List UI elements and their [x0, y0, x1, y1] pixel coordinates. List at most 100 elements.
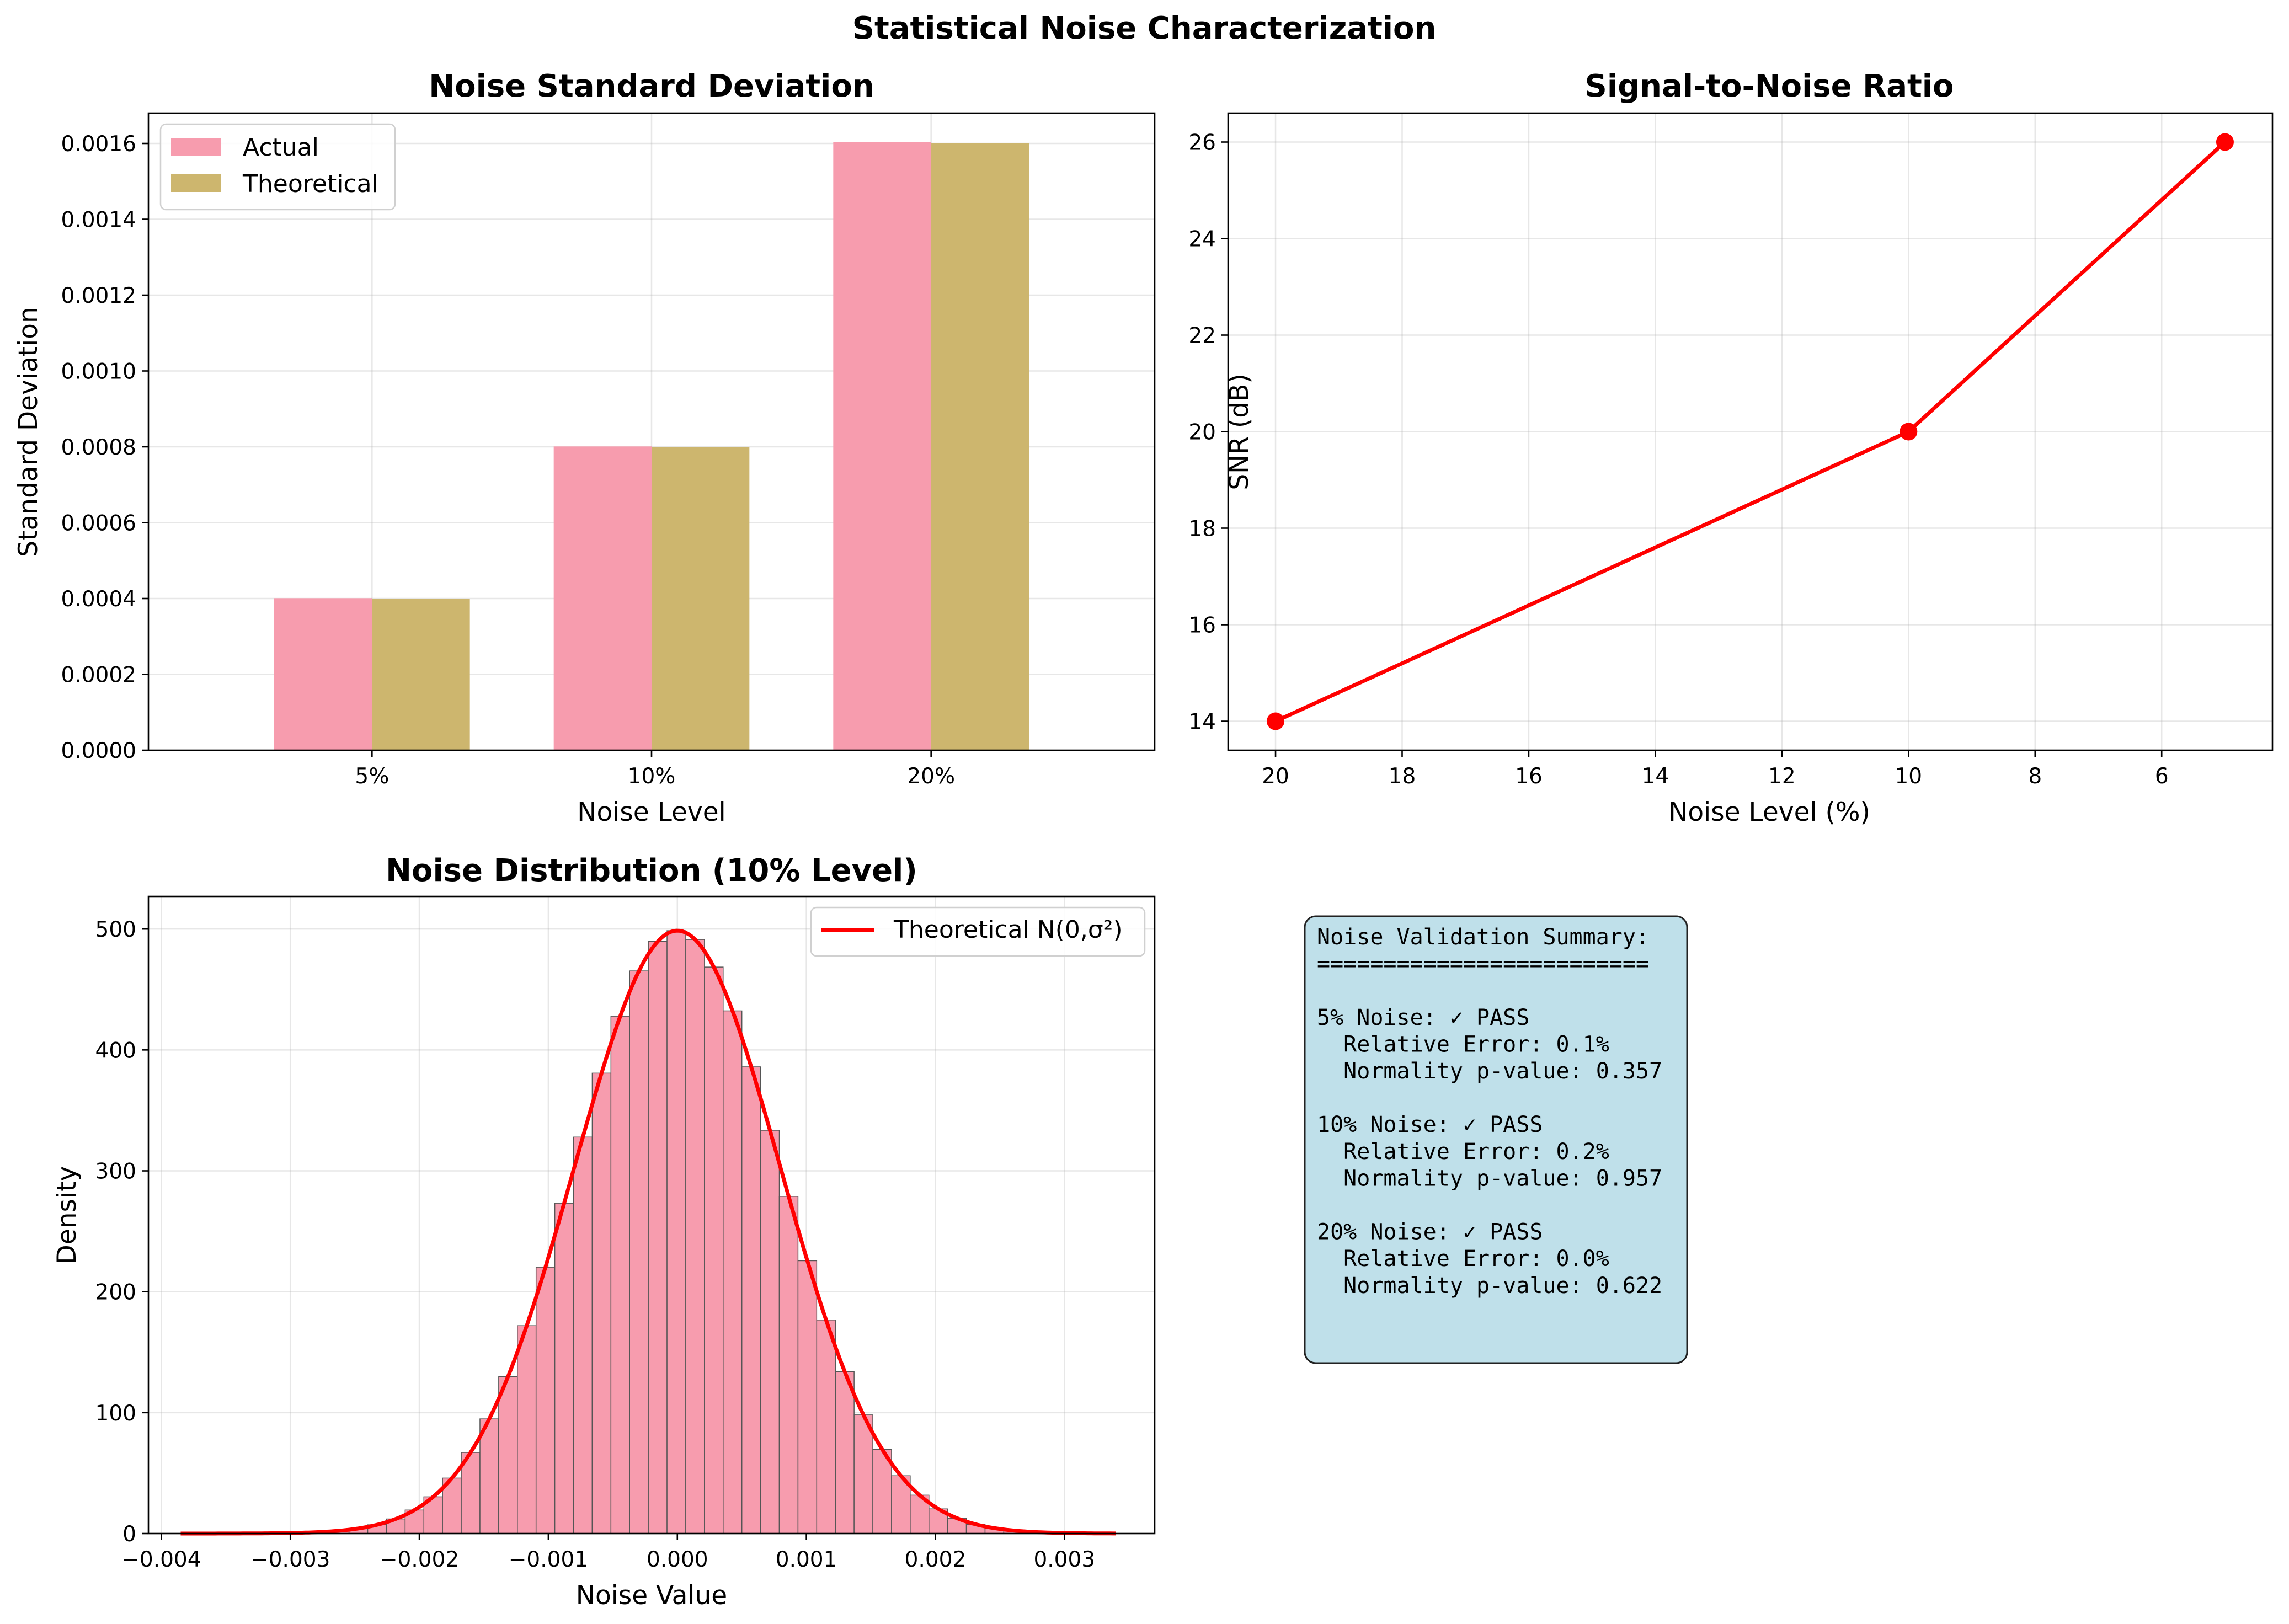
histogram-bin [479, 1418, 499, 1534]
summary-line: Relative Error: 0.0% [1317, 1246, 1609, 1272]
line-chart-ylabel: SNR (dB) [1224, 373, 1255, 490]
line-chart-xtick-label: 16 [1515, 764, 1543, 789]
bar-chart-xtick-label: 10% [628, 764, 676, 789]
line-chart-xtick-label: 12 [1768, 764, 1796, 789]
summary-line: 20% Noise: ✓ PASS [1317, 1220, 1543, 1245]
legend-label-theoretical: Theoretical [242, 170, 378, 198]
bar-theoretical [652, 447, 750, 750]
histogram-bin [835, 1371, 855, 1534]
summary-line: Relative Error: 0.1% [1317, 1032, 1609, 1057]
bar-chart-ytick-label: 0.0006 [61, 511, 136, 536]
histogram-bin [723, 1010, 743, 1534]
snr-point [1900, 423, 1918, 441]
validation-summary-box: Noise Validation Summary:===============… [1304, 915, 1688, 1364]
noise-histogram: Noise Distribution (10% Level) −0.004 −0.… [52, 853, 1156, 1611]
bar-chart-ytick-label: 0.0016 [61, 132, 136, 157]
bar-chart-ytick-label: 0.0014 [61, 208, 136, 233]
bar-chart-xlabel: Noise Level [577, 797, 725, 827]
line-chart-title: Signal-to-Noise Ratio [1585, 68, 1954, 104]
histogram-bin [853, 1414, 873, 1534]
summary-line: ========================= [1317, 952, 1649, 977]
histogram-bin [704, 966, 724, 1534]
line-chart-ytick-label: 26 [1188, 131, 1216, 156]
histogram-title: Noise Distribution (10% Level) [386, 853, 917, 889]
histogram-bin [797, 1260, 818, 1534]
histogram-xtick-label: 0.001 [776, 1547, 837, 1572]
histogram-bin [535, 1267, 556, 1534]
histogram-xtick-label: −0.002 [380, 1547, 459, 1572]
summary-line: Normality p-value: 0.622 [1317, 1273, 1662, 1299]
histogram-ytick-label: 300 [95, 1160, 136, 1184]
summary-line: Relative Error: 0.2% [1317, 1139, 1609, 1164]
line-chart-xtick-label: 6 [2155, 764, 2169, 789]
histogram-xtick-label: 0.003 [1033, 1547, 1095, 1572]
histogram-bin [461, 1452, 481, 1534]
bar-chart-ytick-label: 0.0000 [61, 739, 136, 763]
histogram-xtick-label: 0.000 [647, 1547, 708, 1572]
histogram-xtick-label: 0.002 [905, 1547, 967, 1572]
histogram-ytick-label: 200 [95, 1280, 136, 1305]
histogram-legend: Theoretical N(0,σ²) [810, 906, 1146, 957]
histogram-frame [147, 895, 1156, 1535]
histogram-bin [629, 970, 649, 1534]
bar-chart-title: Noise Standard Deviation [429, 68, 874, 104]
bar-theoretical [931, 143, 1029, 750]
legend-label-curve: Theoretical N(0,σ²) [893, 916, 1123, 944]
histogram-bin [610, 1016, 630, 1534]
summary-line: Normality p-value: 0.957 [1317, 1166, 1662, 1191]
line-chart-frame [1227, 112, 2274, 751]
line-chart-ytick-label: 18 [1188, 517, 1216, 542]
line-chart-ytick-label: 14 [1188, 710, 1216, 735]
snr-point [1267, 712, 1285, 730]
legend-swatch-actual [171, 138, 221, 156]
summary-line: 5% Noise: ✓ PASS [1317, 1005, 1529, 1030]
bar-actual [274, 598, 372, 750]
line-chart-xlabel: Noise Level (%) [1668, 797, 1870, 827]
histogram-ytick-label: 0 [122, 1522, 136, 1547]
histogram-ylabel: Density [52, 1166, 82, 1265]
summary-line: Normality p-value: 0.357 [1317, 1059, 1662, 1084]
bar-chart-ytick-label: 0.0004 [61, 587, 136, 612]
line-chart-ytick-label: 16 [1188, 613, 1216, 638]
theoretical-normal-curve [180, 928, 1116, 1536]
line-chart-xtick-label: 14 [1642, 764, 1669, 789]
bar-chart-ylabel: Standard Deviation [13, 307, 44, 557]
histogram-bin [498, 1376, 518, 1534]
line-chart-ytick-label: 24 [1188, 227, 1216, 252]
bar-actual [553, 446, 652, 750]
bar-actual [833, 142, 931, 750]
histogram-xtick-label: −0.001 [509, 1547, 588, 1572]
bar-chart-ytick-label: 0.0002 [61, 663, 136, 688]
line-chart-xtick-label: 10 [1895, 764, 1922, 789]
histogram-xtick-label: −0.003 [250, 1547, 330, 1572]
line-chart-xtick-label: 18 [1389, 764, 1416, 789]
legend-label-actual: Actual [243, 133, 319, 162]
histogram-bin [741, 1066, 761, 1534]
histogram-bin [648, 941, 668, 1534]
bar-chart-xtick-label: 5% [355, 764, 389, 789]
histogram-xtick-label: −0.004 [121, 1547, 201, 1572]
histogram-bin [666, 930, 686, 1534]
legend-swatch-theoretical [171, 174, 221, 192]
bar-chart-ytick-label: 0.0010 [61, 360, 136, 384]
line-chart-xtick-label: 20 [1262, 764, 1289, 789]
histogram-bin [816, 1319, 836, 1534]
histogram-bin [554, 1203, 574, 1534]
figure-suptitle: Statistical Noise Characterization [852, 10, 1437, 46]
bar-theoretical [372, 599, 470, 750]
snr-line-chart: Signal-to-Noise Ratio 20 18 16 14 12 10 8 6 14 16… [1188, 68, 2274, 827]
bar-chart-frame [147, 112, 1156, 751]
histogram-xlabel: Noise Value [576, 1580, 727, 1611]
line-chart-ytick-label: 22 [1188, 324, 1216, 349]
histogram-bin [573, 1136, 593, 1534]
histogram-bin [685, 939, 705, 1534]
bar-chart-legend: Actual Theoretical [159, 123, 396, 211]
snr-point [2216, 133, 2234, 151]
histogram-bin [517, 1325, 537, 1534]
histogram-ytick-label: 100 [95, 1401, 136, 1426]
bar-chart-ytick-label: 0.0012 [61, 284, 136, 308]
histogram-bin [591, 1072, 612, 1534]
histogram-ytick-label: 500 [95, 917, 136, 942]
histogram-bin [760, 1130, 780, 1534]
bar-chart-xtick-label: 20% [907, 764, 955, 789]
